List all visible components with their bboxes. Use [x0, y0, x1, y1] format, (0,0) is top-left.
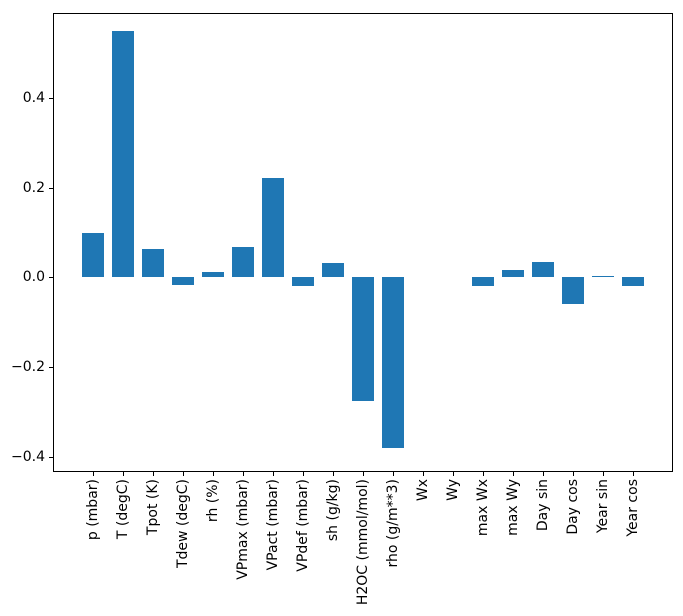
x-tick-mark	[363, 472, 364, 476]
y-tick-label: 0.4	[22, 90, 45, 106]
x-tick-label-vpmax-mbar: VPmax (mbar)	[235, 479, 251, 580]
x-tick-label-tpot-k: Tpot (K)	[145, 479, 161, 536]
bar-max-wx	[471, 277, 494, 286]
x-tick-mark	[393, 472, 394, 476]
x-tick-mark	[483, 472, 484, 476]
bar-vpmax-mbar	[231, 246, 254, 278]
x-tick-mark	[213, 472, 214, 476]
x-tick-mark	[273, 472, 274, 476]
x-tick-label-rh: rh (%)	[205, 479, 221, 523]
x-tick-label-sh-g-kg: sh (g/kg)	[325, 479, 341, 542]
y-tick-label: −0.2	[11, 359, 45, 375]
y-tick-mark	[49, 367, 53, 368]
y-tick-mark	[49, 188, 53, 189]
x-tick-label-rho-g-m-3: rho (g/m**3)	[385, 479, 401, 568]
bar-year-cos	[621, 277, 644, 286]
x-tick-label-max-wy: max Wy	[505, 479, 521, 536]
x-tick-mark	[303, 472, 304, 476]
bar-h2oc-mmol-mol	[351, 277, 374, 402]
bar-day-sin	[531, 261, 554, 278]
x-tick-mark	[573, 472, 574, 476]
x-tick-mark	[543, 472, 544, 476]
y-tick-label: 0.0	[22, 269, 45, 285]
bar-rho-g-m-3	[381, 277, 404, 449]
x-tick-mark	[123, 472, 124, 476]
x-tick-mark	[183, 472, 184, 476]
bar-p-mbar	[81, 232, 104, 278]
bar-rh	[201, 271, 224, 278]
x-tick-label-h2oc-mmol-mol: H2OC (mmol/mol)	[355, 479, 371, 606]
bar-day-cos	[561, 277, 584, 305]
x-tick-label-year-cos: Year cos	[625, 479, 641, 537]
x-tick-label-wy: Wy	[445, 479, 461, 501]
x-tick-label-day-cos: Day cos	[565, 479, 581, 535]
plot-area	[53, 13, 673, 472]
x-tick-mark	[423, 472, 424, 476]
x-tick-mark	[603, 472, 604, 476]
y-tick-mark	[49, 98, 53, 99]
x-tick-mark	[93, 472, 94, 476]
x-tick-mark	[243, 472, 244, 476]
bar-tdew-degc	[171, 277, 194, 285]
x-tick-label-tdew-degc: Tdew (degC)	[175, 479, 191, 569]
x-tick-label-t-degc: T (degC)	[115, 479, 131, 540]
bar-t-degc	[111, 30, 134, 278]
x-tick-label-p-mbar: p (mbar)	[85, 479, 101, 541]
x-tick-mark	[513, 472, 514, 476]
x-tick-mark	[633, 472, 634, 476]
x-tick-mark	[453, 472, 454, 476]
x-tick-label-day-sin: Day sin	[535, 479, 551, 532]
y-tick-mark	[49, 277, 53, 278]
x-tick-label-year-sin: Year sin	[595, 479, 611, 534]
bar-tpot-k	[141, 248, 164, 278]
y-tick-mark	[49, 457, 53, 458]
y-tick-label: −0.4	[11, 449, 45, 465]
y-tick-label: 0.2	[22, 180, 45, 196]
bar-vpact-mbar	[261, 178, 284, 278]
x-tick-label-vpact-mbar: VPact (mbar)	[265, 479, 281, 571]
x-tick-label-max-wx: max Wx	[475, 479, 491, 537]
bar-vpdef-mbar	[291, 277, 314, 287]
x-tick-mark	[153, 472, 154, 476]
x-tick-label-vpdef-mbar: VPdef (mbar)	[295, 479, 311, 572]
x-tick-label-wx: Wx	[415, 479, 431, 502]
bar-sh-g-kg	[321, 262, 344, 278]
x-tick-mark	[333, 472, 334, 476]
bar-max-wy	[501, 269, 524, 278]
bar-year-sin	[591, 276, 614, 278]
